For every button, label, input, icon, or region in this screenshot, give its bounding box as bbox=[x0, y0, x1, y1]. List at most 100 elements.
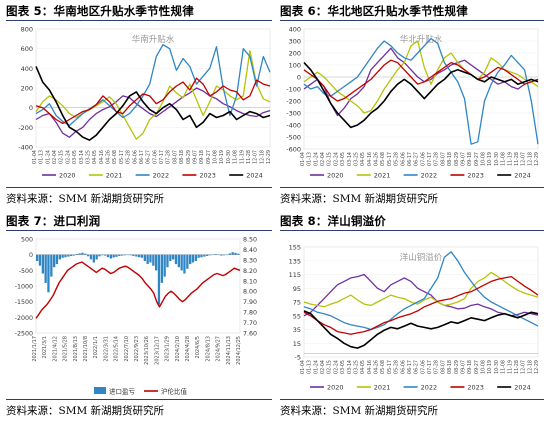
x-tick-label: 09-18 bbox=[199, 150, 205, 164]
x-tick-label: 08-18 bbox=[447, 152, 453, 166]
source-note: 资料来源：SMM 新湖期货研究所 bbox=[280, 193, 439, 205]
x-tick-label: 2021/4/12 bbox=[52, 336, 58, 362]
x-tick-label: 12-29 bbox=[534, 152, 540, 166]
series-line-2024 bbox=[303, 310, 539, 349]
y-tick-label-left: -1000 bbox=[15, 284, 33, 291]
bar bbox=[106, 254, 110, 258]
x-tick-label: 01-24 bbox=[313, 360, 319, 374]
x-tick-label: 08-18 bbox=[447, 360, 453, 374]
y-tick-label-left: 0 bbox=[29, 252, 33, 259]
y-tick-label: 155 bbox=[289, 244, 301, 252]
bar bbox=[121, 254, 124, 256]
bar bbox=[84, 253, 87, 255]
x-tick-label: 04-05 bbox=[360, 360, 366, 374]
panel-title: 图表 8：洋山铜溢价 bbox=[280, 214, 387, 228]
series-line-2020 bbox=[303, 47, 539, 117]
x-tick-label: 02-24 bbox=[65, 150, 71, 164]
bar bbox=[200, 254, 203, 258]
x-tick-label: 12-29 bbox=[266, 150, 272, 164]
x-tick-label: 01-04 bbox=[300, 360, 306, 374]
bar bbox=[166, 254, 169, 268]
y-tick-label: -5 bbox=[295, 354, 301, 362]
series-line-2020 bbox=[303, 273, 539, 317]
bar bbox=[129, 254, 132, 256]
y-tick-label-right: 8.20 bbox=[243, 268, 257, 275]
y-tick-label-left: -2000 bbox=[15, 315, 33, 322]
bar bbox=[180, 254, 183, 271]
x-tick-label: 06-17 bbox=[407, 152, 413, 166]
x-tick-label: 10-30 bbox=[494, 360, 500, 374]
legend-label-ratio: 沪伦比值 bbox=[161, 387, 188, 396]
bar bbox=[75, 254, 78, 255]
series-line-2024 bbox=[35, 66, 271, 141]
bar bbox=[157, 254, 161, 305]
x-tick-label: 08-29 bbox=[186, 150, 192, 164]
series-line-2020 bbox=[35, 87, 271, 138]
x-tick-label: 07-06 bbox=[152, 150, 158, 164]
panel-title: 图表 5：华南地区升贴水季节性规律 bbox=[6, 4, 194, 18]
bar bbox=[177, 254, 180, 268]
x-tick-label: 02-15 bbox=[59, 150, 65, 164]
y-tick-label-left: 500 bbox=[21, 237, 33, 244]
bar bbox=[58, 254, 61, 260]
legend-label-2023: 2023 bbox=[199, 172, 216, 180]
y-tick-label: -400 bbox=[286, 122, 301, 130]
panel-north-china-premium: 图表 6：华北地区升贴水季节性规律 -600 -500 -400 -300 -200 -1… bbox=[280, 3, 548, 205]
y-tick-label-right: 7.80 bbox=[243, 310, 257, 317]
x-tick-label: 02-04 bbox=[52, 150, 58, 164]
x-tick-label: 07-17 bbox=[159, 150, 165, 164]
y-tick-label-left: -500 bbox=[19, 268, 33, 275]
x-tick-label: 07-17 bbox=[427, 360, 433, 374]
legend-label-2023: 2023 bbox=[467, 172, 484, 180]
bar bbox=[55, 254, 59, 265]
x-tick-label: 06-27 bbox=[414, 152, 420, 166]
series-line-2021 bbox=[303, 271, 539, 308]
x-tick-label: 09-27 bbox=[474, 360, 480, 374]
bar bbox=[160, 254, 163, 283]
bar bbox=[214, 254, 217, 255]
y-tick-label: 15 bbox=[293, 340, 301, 348]
x-tick-label: 05-28 bbox=[394, 360, 400, 374]
y-tick-label-right: 7.70 bbox=[243, 320, 257, 327]
bar bbox=[152, 254, 155, 266]
bar bbox=[203, 254, 206, 257]
bar bbox=[67, 254, 70, 257]
panel-south-china-premium: 图表 5：华南地区升贴水季节性规律 -400 -200 0 200 400 600 800 0… bbox=[6, 3, 276, 205]
series-line-2021 bbox=[35, 49, 271, 140]
y-tick-label: 0 bbox=[29, 104, 33, 112]
x-tick-label: 10-08 bbox=[481, 360, 487, 374]
x-tick-label: 02-04 bbox=[320, 360, 326, 374]
x-tick-label: 2022/3/31 bbox=[103, 336, 109, 362]
x-tick-label: 01-04 bbox=[300, 152, 306, 166]
bar bbox=[231, 252, 234, 255]
x-tick-label: 2022/1/1 bbox=[93, 336, 99, 358]
x-tick-label: 2024/8/13 bbox=[205, 336, 211, 362]
x-tick-label: 05-28 bbox=[394, 152, 400, 166]
bar bbox=[98, 254, 101, 257]
x-tick-label: 11-28 bbox=[514, 360, 520, 374]
x-tick-label: 2024/9/27 bbox=[216, 336, 222, 362]
x-tick-label: 02-24 bbox=[333, 152, 339, 166]
chart-south-china-premium: -400 -200 0 200 400 600 800 01-04 01-13 01-24 02-0… bbox=[18, 26, 272, 180]
bar bbox=[112, 254, 115, 258]
x-tick-label: 10-08 bbox=[481, 152, 487, 166]
x-tick-label: 03-14 bbox=[347, 152, 353, 166]
x-tick-label: 11-28 bbox=[514, 152, 520, 166]
bar bbox=[132, 254, 135, 256]
y-tick-label-right: 7.90 bbox=[243, 299, 257, 306]
x-tick-label: 03-14 bbox=[347, 360, 353, 374]
source-note: 资料来源：SMM 新湖期货研究所 bbox=[280, 405, 439, 417]
source-rule bbox=[280, 399, 544, 400]
x-tick-label: 2024/11/13 bbox=[226, 336, 232, 365]
legend-label-2022: 2022 bbox=[153, 172, 170, 180]
bar bbox=[41, 254, 44, 274]
x-tick-label: 01-13 bbox=[39, 150, 45, 164]
x-tick-label: 10-19 bbox=[219, 150, 225, 164]
series-line-2021 bbox=[303, 40, 539, 114]
legend-swatch-profit bbox=[94, 387, 106, 394]
bar bbox=[186, 254, 189, 269]
bar bbox=[194, 254, 197, 261]
legend-label-2021: 2021 bbox=[106, 172, 123, 180]
x-tick-label: 2022/5/14 bbox=[114, 336, 120, 362]
y-tick-label: 100 bbox=[289, 62, 301, 70]
